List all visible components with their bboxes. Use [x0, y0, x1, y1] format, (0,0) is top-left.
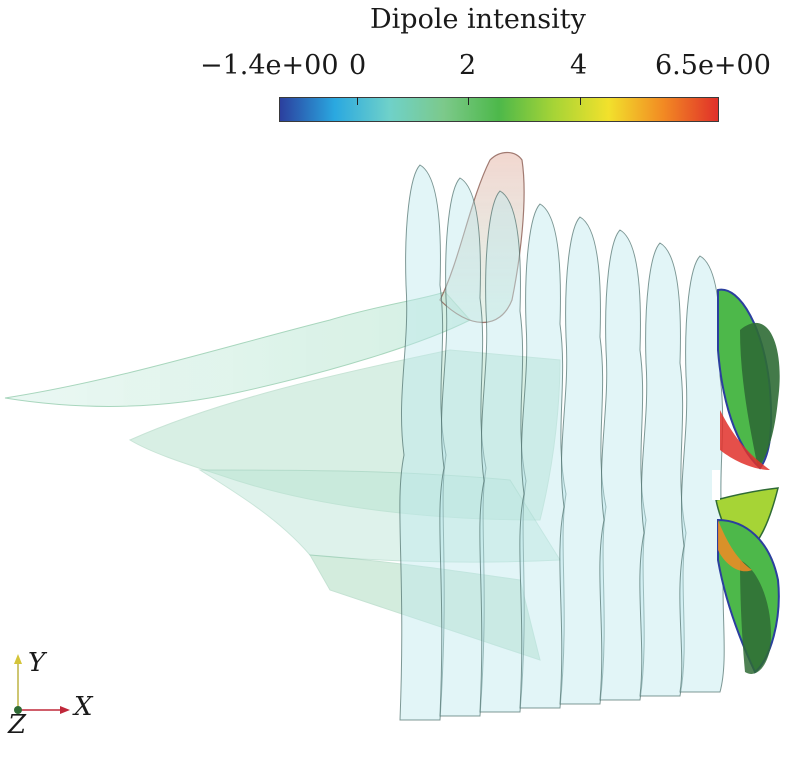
y-axis-arrowhead	[14, 654, 22, 664]
colorbar-gradient	[279, 97, 719, 122]
vortex-slice	[439, 177, 487, 717]
z-axis-dot	[14, 706, 22, 714]
colorbar-min-label: −1.4e+00	[200, 50, 339, 81]
colorbar-tick-0: 0	[349, 50, 367, 81]
wake-sheet	[4, 291, 561, 661]
axes-triad-arrows	[14, 654, 70, 714]
vortex-isosurface-scene	[4, 151, 780, 721]
leading-vortex-sheet	[439, 151, 525, 323]
vortex-slice	[519, 203, 567, 709]
colorbar-tickmark	[579, 97, 581, 105]
vortex-slices	[399, 164, 727, 721]
x-axis-label: X	[74, 692, 93, 722]
colorbar-tickmark	[356, 97, 358, 105]
vortex-slice	[559, 216, 607, 705]
colorbar-tickmark	[468, 97, 470, 105]
z-axis-label: Z	[8, 710, 27, 740]
vortex-slice	[399, 164, 447, 721]
vortex-slice	[639, 242, 687, 697]
x-axis-arrowhead	[60, 706, 70, 714]
colorbar	[279, 97, 719, 122]
colorbar-max-label: 6.5e+00	[655, 50, 771, 81]
axes-triad: Y X Z	[0, 640, 110, 750]
vortex-slice	[679, 255, 727, 693]
colorbar-tick-2: 2	[459, 50, 477, 81]
colorbar-title: Dipole intensity	[370, 4, 586, 35]
propeller	[712, 288, 780, 674]
colorbar-tick-4: 4	[570, 50, 588, 81]
y-axis-label: Y	[28, 648, 46, 678]
vortex-slice	[479, 190, 527, 713]
vortex-slice	[599, 229, 647, 701]
